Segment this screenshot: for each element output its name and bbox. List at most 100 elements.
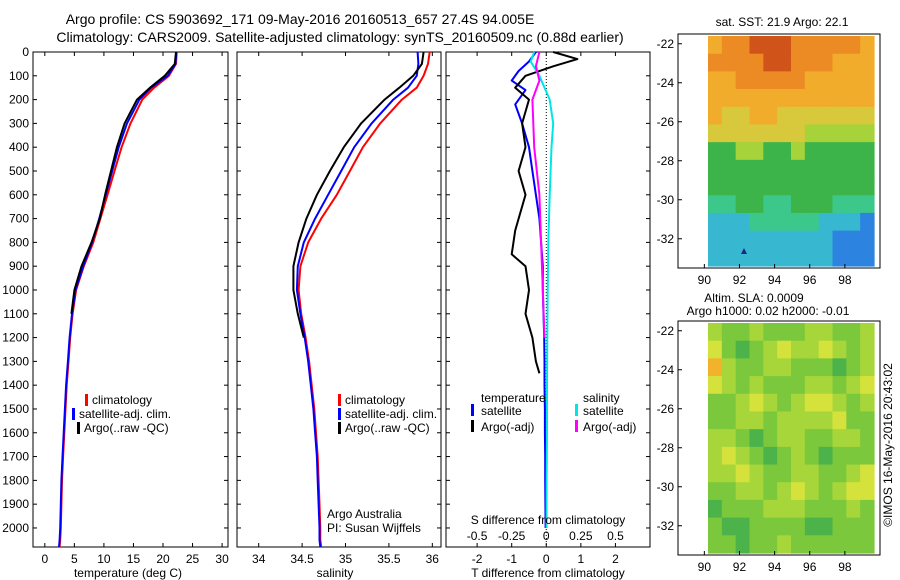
- sla-map-cell: [763, 340, 778, 359]
- sst-map-cell: [763, 142, 778, 161]
- sla-map-y-tick-label: -26: [657, 402, 675, 416]
- sst-map-cell: [763, 159, 778, 179]
- temperature-legend-satellite-label: satellite-adj. clim.: [79, 407, 171, 421]
- sla-map-cell: [777, 499, 792, 519]
- sst-map-cell: [860, 159, 875, 179]
- sla-map-cell: [708, 393, 723, 413]
- sla-map-cell: [777, 446, 792, 466]
- sla-map-cell: [708, 464, 723, 483]
- sla-map-cell: [749, 376, 764, 395]
- sla-map-title-line1: Altim. SLA: 0.0009: [704, 291, 804, 305]
- sst-map-cell: [791, 106, 806, 126]
- sla-map-cell: [818, 446, 834, 466]
- difference-legend-temp-satellite-swatch: [471, 404, 474, 416]
- temperature-y-tick-label: 1500: [2, 402, 29, 416]
- sst-map-cell: [804, 71, 820, 90]
- sst-map-cell: [735, 89, 751, 108]
- sst-map-cell: [818, 195, 834, 214]
- temperature-y-tick-label: 0: [22, 45, 29, 59]
- sla-map-cell: [860, 517, 875, 536]
- sla-map-cell: [804, 340, 820, 359]
- sst-map-cell: [860, 212, 875, 232]
- argo-location-marker: [741, 248, 747, 254]
- sst-map-cell: [860, 177, 875, 196]
- difference-s-tick-label: 0.5: [607, 529, 624, 543]
- sst-map-cell: [818, 159, 834, 179]
- sla-map-title-line2: Argo h1000: 0.02 h2000: -0.01: [687, 304, 850, 318]
- sst-map-cell: [860, 71, 875, 90]
- sla-map-cell: [818, 482, 834, 501]
- sla-map-cell: [818, 535, 834, 554]
- sst-map-cell: [791, 195, 806, 214]
- sla-map-cell: [832, 499, 847, 519]
- sla-map-cell: [860, 446, 875, 466]
- sst-map-cell: [791, 212, 806, 232]
- difference-legend-temp-argo-swatch: [471, 420, 474, 432]
- sla-map-y-tick-label: -32: [657, 519, 675, 533]
- sla-map-cell: [763, 499, 778, 519]
- sla-map-cell: [846, 429, 861, 448]
- sla-map-cell: [763, 464, 778, 483]
- figure-title-line2: Climatology: CARS2009. Satellite-adjuste…: [56, 29, 623, 45]
- sst-map-cell: [735, 177, 751, 196]
- salinity-xlabel: salinity: [317, 566, 354, 580]
- sst-map-cell: [818, 230, 834, 249]
- sst-map-cell: [791, 71, 806, 90]
- sst-map-cell: [777, 36, 792, 55]
- sst-map-cell: [832, 142, 847, 161]
- sla-map-cell: [791, 411, 806, 430]
- sla-map-cell: [735, 393, 751, 413]
- sla-map-cell: [749, 446, 764, 466]
- sla-map-cell: [721, 535, 737, 554]
- sst-map-x-tick-label: 94: [768, 273, 782, 287]
- sst-map-y-tick-label: -22: [657, 37, 675, 51]
- sst-map-cell: [749, 159, 764, 179]
- difference-legend-temp-argo-label: Argo(-adj): [481, 420, 534, 434]
- sst-map-cell: [749, 89, 764, 108]
- sst-map-cell: [860, 142, 875, 161]
- sla-map-cell: [735, 446, 751, 466]
- sst-map-cell: [804, 248, 820, 267]
- sst-map-cell: [791, 89, 806, 108]
- sla-map-x-tick-label: 94: [768, 560, 782, 574]
- salinity-legend-climatology-label: climatology: [345, 393, 405, 407]
- temperature-x-tick-label: 30: [215, 552, 229, 566]
- sst-map-cell: [860, 248, 875, 267]
- salinity-x-tick-label: 35: [339, 552, 353, 566]
- sst-map-cell: [708, 89, 723, 108]
- temperature-y-tick-label: 300: [9, 116, 29, 130]
- sst-map-cell: [777, 89, 792, 108]
- sla-map-y-tick-label: -28: [657, 441, 675, 455]
- sla-map-cell: [791, 340, 806, 359]
- sla-map-cell: [749, 429, 764, 448]
- sst-map-cell: [721, 124, 737, 143]
- sst-map-cell: [846, 71, 861, 90]
- sla-map-cell: [860, 340, 875, 359]
- sst-map-cell: [735, 71, 751, 90]
- sst-map-cell: [749, 36, 764, 55]
- salinity-x-tick-label: 36: [426, 552, 440, 566]
- sla-map-cell: [846, 464, 861, 483]
- sst-map-cell: [721, 177, 737, 196]
- sst-map-cell: [804, 53, 820, 72]
- sla-map-cell: [818, 340, 834, 359]
- sla-map-cell: [860, 482, 875, 501]
- temperature-legend-satellite-swatch: [72, 408, 75, 420]
- temperature-series-0-line: [58, 51, 178, 548]
- sst-map-y-tick-label: -28: [657, 154, 675, 168]
- sla-map-cell: [721, 411, 737, 430]
- sla-map-cell: [708, 323, 723, 342]
- sla-map-cell: [832, 376, 847, 395]
- sst-map-cell: [818, 142, 834, 161]
- sst-map-cell: [777, 124, 792, 143]
- sst-map-frame: [677, 33, 881, 269]
- sla-map-cell: [818, 358, 834, 377]
- sla-map-y-tick-label: -24: [657, 363, 675, 377]
- salinity-legend-climatology-swatch: [338, 394, 341, 406]
- sst-map-cell: [749, 106, 764, 126]
- temperature-y-tick-label: 1800: [2, 473, 29, 487]
- sst-map-cell: [818, 89, 834, 108]
- temperature-panel: 0100200300400500600700800900100011001200…: [2, 45, 229, 580]
- sst-map-cell: [763, 195, 778, 214]
